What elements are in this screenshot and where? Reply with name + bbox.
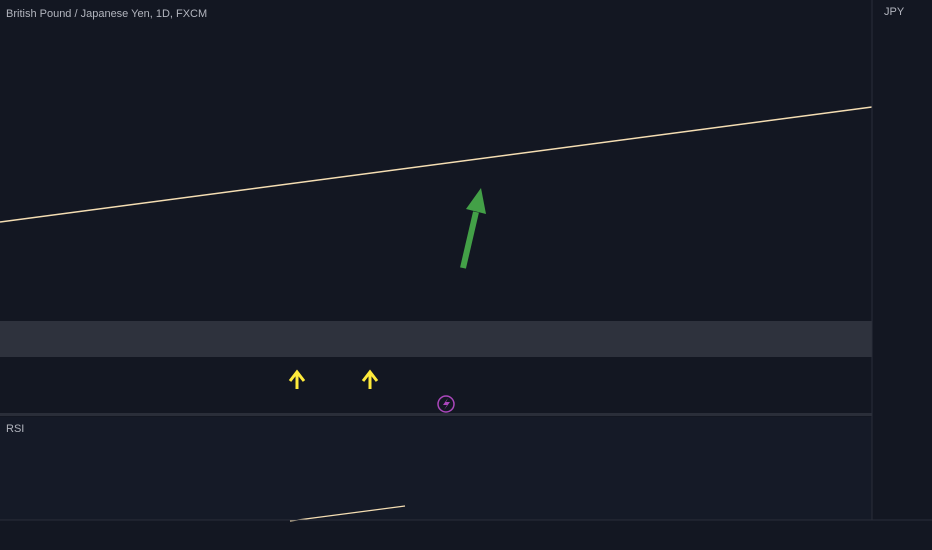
rsi-divergence-line: [289, 505, 406, 522]
arrow-shaft: [460, 211, 479, 269]
icon-circle: [437, 395, 455, 413]
chart-title: British Pound / Japanese Yen, 1D, FXCM: [6, 8, 207, 20]
rsi-pane: [0, 417, 872, 520]
yellow-arrow: [361, 369, 379, 389]
event-icon: [437, 395, 455, 413]
trend-line: [0, 106, 873, 223]
icon-bolt: [443, 398, 450, 410]
arrow-head: [466, 188, 486, 214]
rsi-title: RSI: [6, 423, 24, 435]
currency: JPY: [884, 6, 905, 18]
green-arrow: [460, 188, 486, 269]
price-axis: [872, 0, 932, 550]
yellow-arrow: [288, 369, 306, 389]
support-zone: [0, 321, 872, 357]
